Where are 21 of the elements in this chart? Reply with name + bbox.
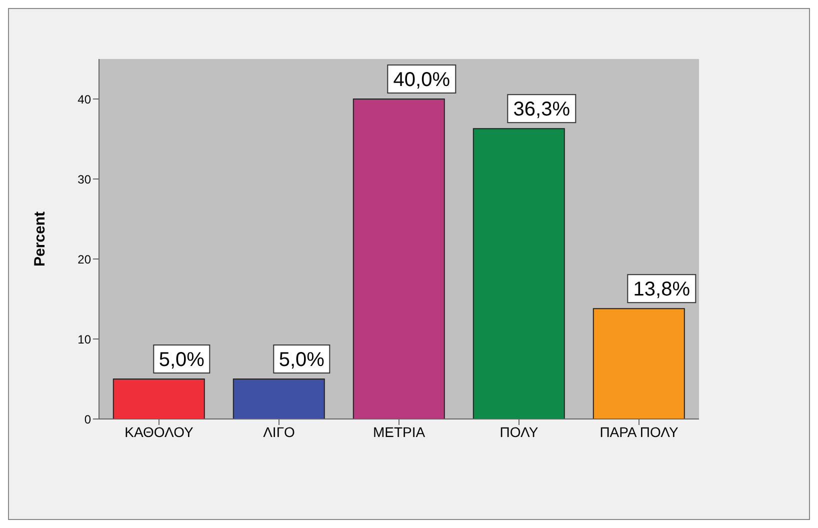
- bar: [472, 128, 565, 419]
- x-tick-label: ΠΟΛΥ: [500, 424, 539, 440]
- bar: [592, 308, 685, 419]
- x-tick-label: ΚΑΘΟΛΟΥ: [124, 424, 194, 440]
- data-label: 5,0%: [158, 349, 205, 371]
- y-tick-label: 20: [78, 252, 92, 266]
- bar: [112, 378, 205, 419]
- x-tick-label: ΛΙΓΟ: [263, 424, 296, 440]
- data-label: 13,8%: [633, 278, 690, 301]
- data-label: 40,0%: [393, 69, 450, 91]
- y-tick-label: 30: [78, 172, 92, 186]
- bar: [352, 98, 445, 419]
- y-tick-label: 0: [84, 412, 92, 426]
- data-label: 36,3%: [513, 98, 570, 121]
- y-tick-label: 40: [78, 92, 92, 106]
- y-tick-label: 10: [78, 332, 92, 346]
- x-tick-label: ΠΑΡΑ ΠΟΛΥ: [600, 424, 679, 440]
- bar: [232, 378, 325, 419]
- x-tick-label: ΜΕΤΡΙΑ: [372, 424, 426, 440]
- data-label: 5,0%: [278, 349, 325, 371]
- y-axis-title: Percent: [31, 211, 48, 267]
